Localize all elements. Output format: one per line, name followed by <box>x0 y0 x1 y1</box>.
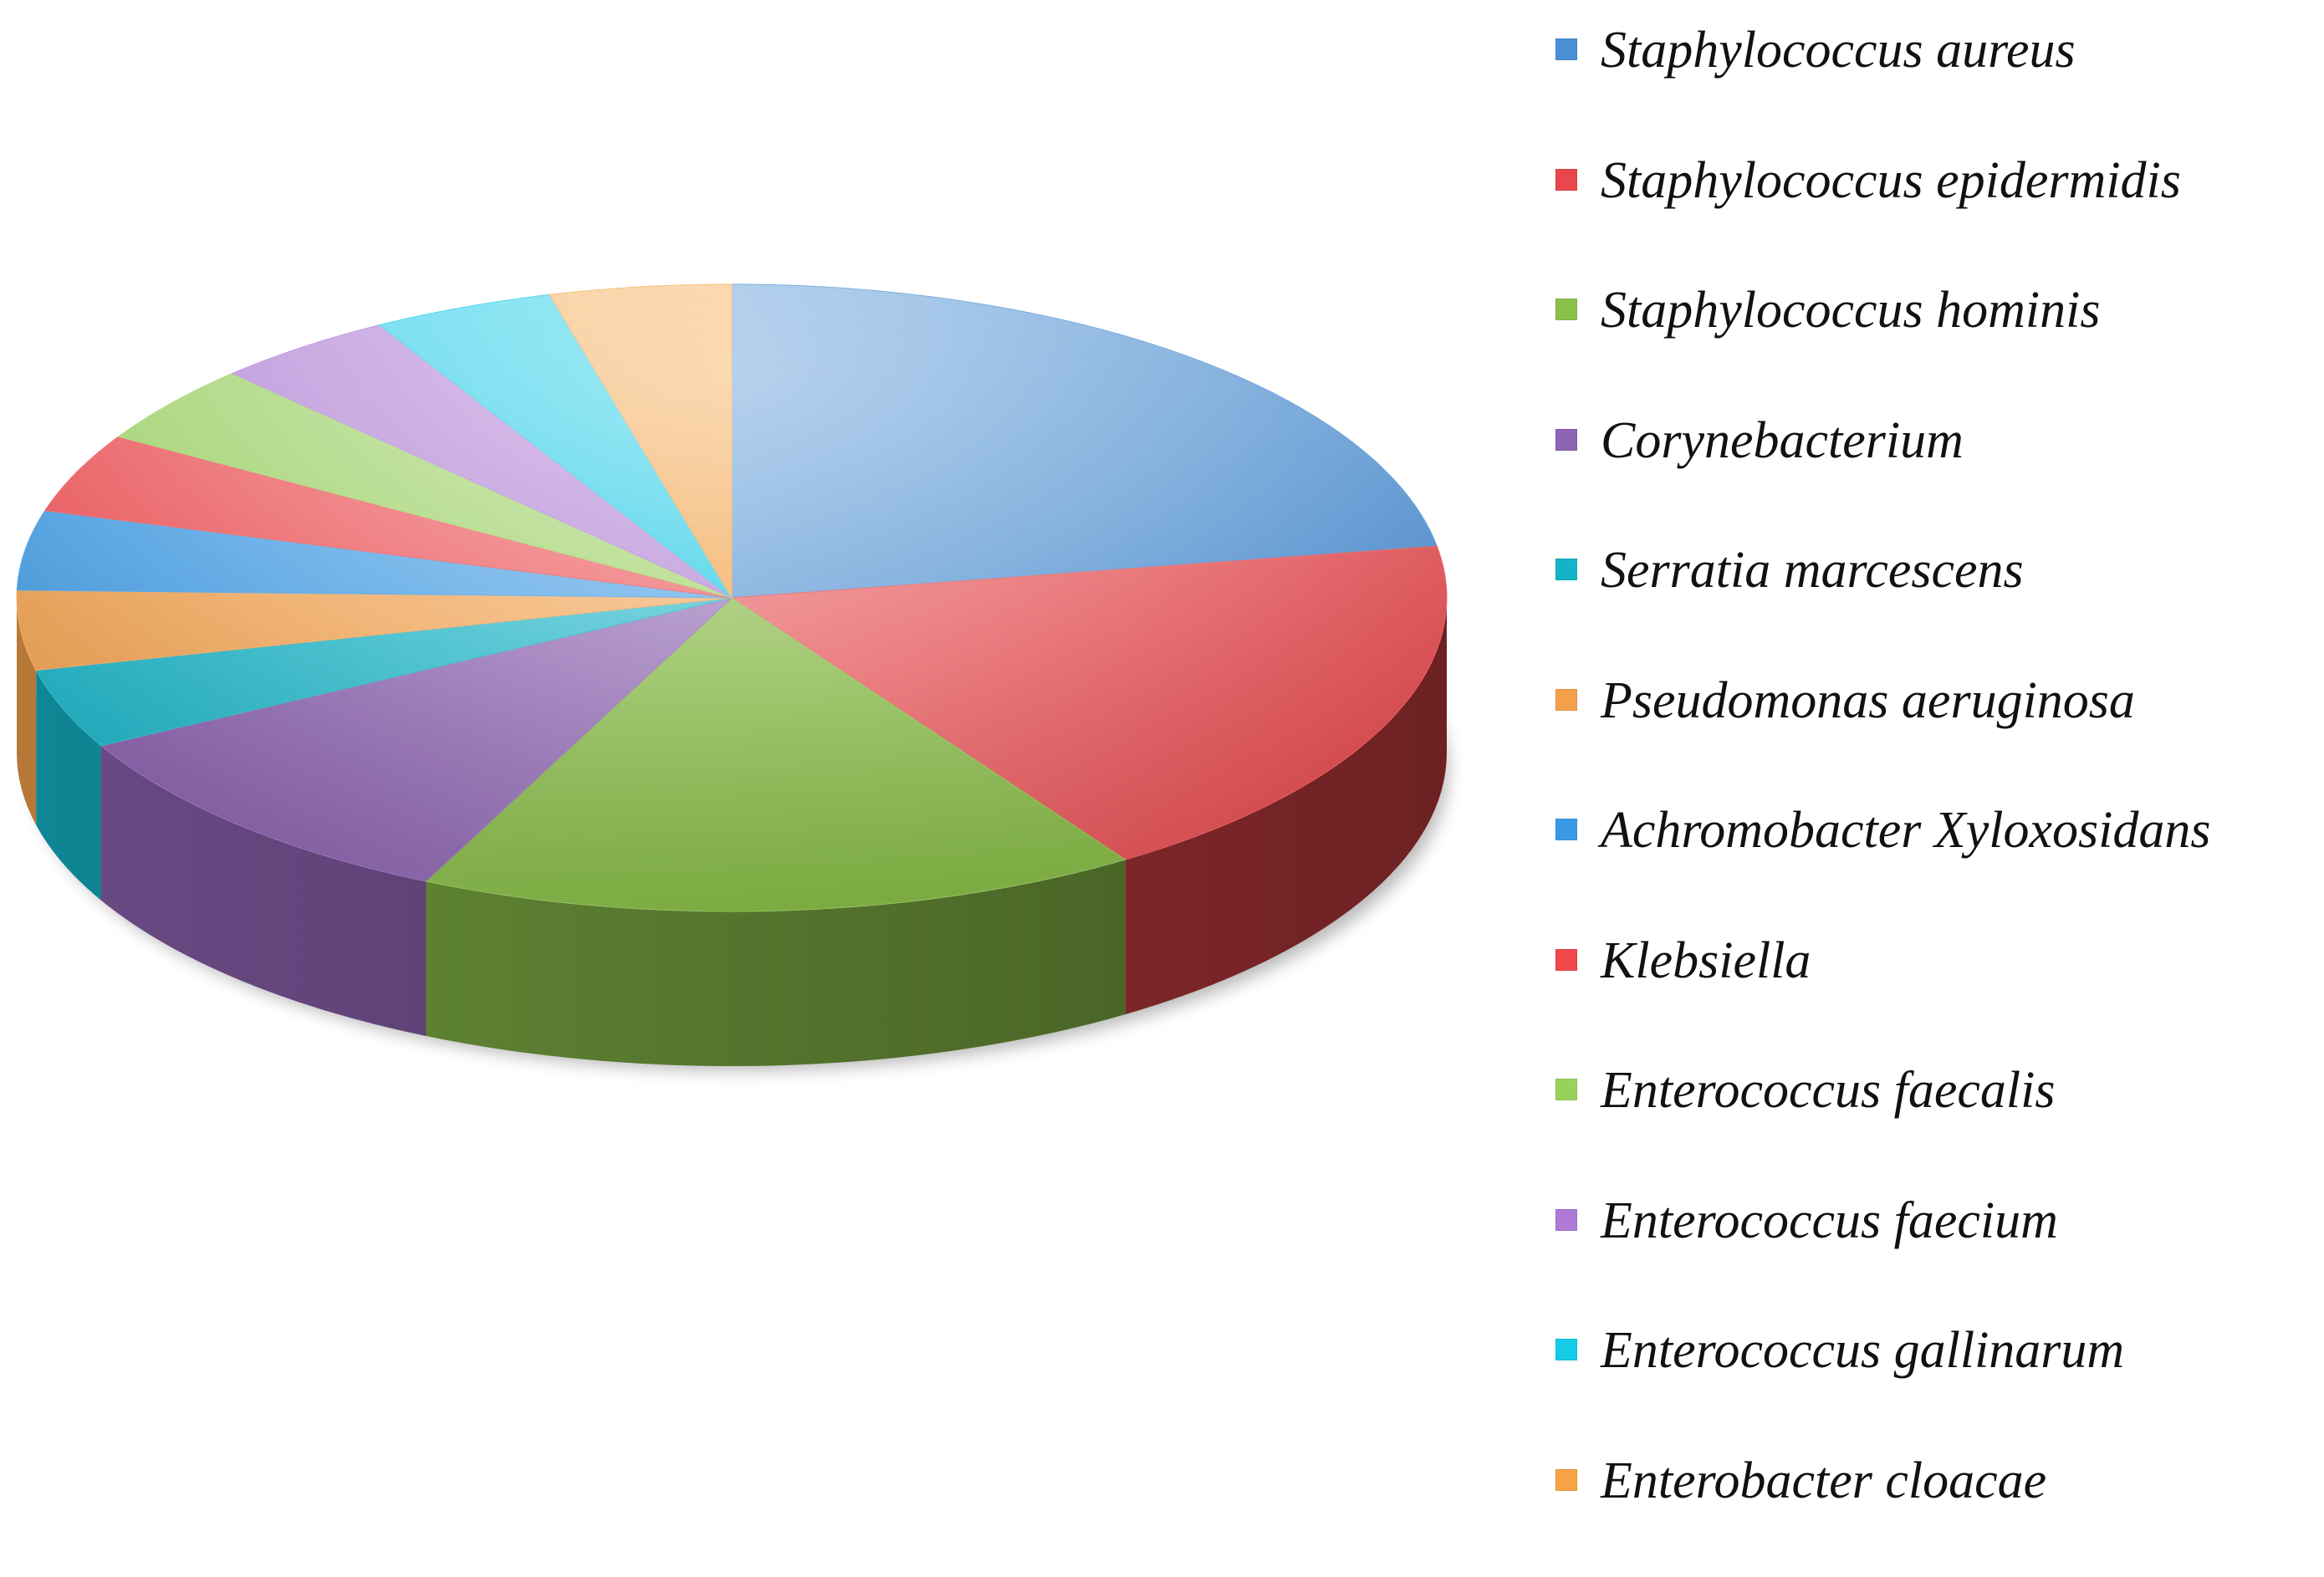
legend-label: Enterococcus gallinarum <box>1601 1317 2124 1384</box>
legend-swatch <box>1555 949 1577 971</box>
legend-swatch <box>1555 299 1577 320</box>
legend-swatch <box>1555 1209 1577 1231</box>
legend-entry: Enterococcus faecium <box>1555 1187 2308 1318</box>
legend-entry: Pseudomonas aeruginosa <box>1555 667 2308 798</box>
legend-label: Staphylococcus aureus <box>1601 17 2076 84</box>
legend-swatch <box>1555 1339 1577 1360</box>
legend-label: Pseudomonas aeruginosa <box>1601 667 2135 734</box>
legend-swatch <box>1555 1469 1577 1491</box>
legend-entry: Achromobacter Xyloxosidans <box>1555 797 2308 927</box>
legend-entry: Serratia marcescens <box>1555 537 2308 667</box>
legend-swatch <box>1555 429 1577 451</box>
legend-entry: Staphylococcus hominis <box>1555 277 2308 407</box>
legend-label: Staphylococcus hominis <box>1601 277 2101 344</box>
legend-label: Klebsiella <box>1601 927 1811 994</box>
legend-swatch <box>1555 819 1577 840</box>
legend-entry: Enterococcus gallinarum <box>1555 1317 2308 1447</box>
legend-entry: Enterococcus faecalis <box>1555 1057 2308 1187</box>
legend-swatch <box>1555 169 1577 191</box>
legend-swatch <box>1555 689 1577 711</box>
legend-label: Achromobacter Xyloxosidans <box>1601 797 2211 864</box>
legend-label: Staphylococcus epidermidis <box>1601 147 2181 214</box>
legend-entry: Corynebacterium <box>1555 407 2308 538</box>
legend-label: Enterococcus faecalis <box>1601 1057 2055 1124</box>
legend-label: Serratia marcescens <box>1601 537 2024 604</box>
legend-label: Enterobacter cloacae <box>1601 1447 2046 1514</box>
legend-entry: Klebsiella <box>1555 927 2308 1058</box>
pie-sheen <box>17 284 1447 911</box>
pie-chart-svg <box>0 0 1472 1171</box>
legend-entry: Enterobacter cloacae <box>1555 1447 2308 1577</box>
legend: Staphylococcus aureus Staphylococcus epid… <box>1555 17 2308 1577</box>
pie-chart <box>0 0 1472 1171</box>
legend-entry: Staphylococcus aureus <box>1555 17 2308 147</box>
legend-swatch <box>1555 1079 1577 1100</box>
legend-label: Corynebacterium <box>1601 407 1964 474</box>
legend-label: Enterococcus faecium <box>1601 1187 2058 1254</box>
legend-swatch <box>1555 559 1577 580</box>
legend-swatch <box>1555 38 1577 60</box>
legend-entry: Staphylococcus epidermidis <box>1555 147 2308 278</box>
